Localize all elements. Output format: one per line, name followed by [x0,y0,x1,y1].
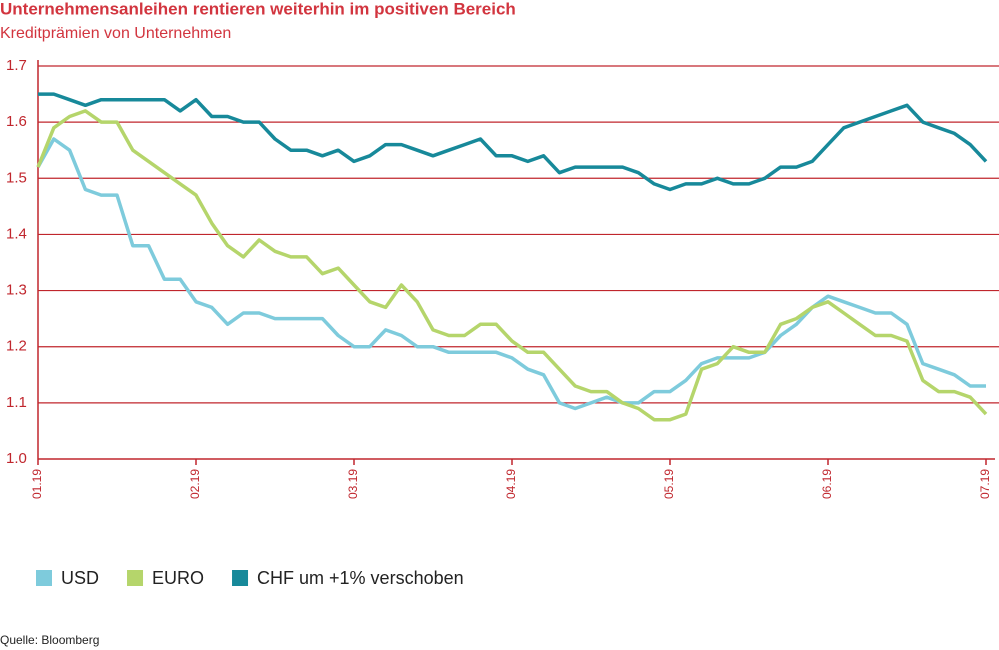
y-tick-label: 1.3 [6,282,27,299]
x-tick-label: 03.19 [346,469,360,499]
legend-swatch [36,570,52,586]
legend-label: USD [61,568,99,588]
x-tick-label: 07.19 [978,469,992,499]
y-tick-label: 1.7 [6,57,27,74]
x-tick-label: 01.19 [30,469,44,499]
legend-label: CHF um +1% verschoben [257,568,464,588]
x-tick-label: 06.19 [820,469,834,499]
legend-label: EURO [152,568,204,588]
y-tick-label: 1.5 [6,169,27,186]
y-tick-label: 1.1 [6,394,27,411]
x-tick-label: 05.19 [662,469,676,499]
chart-subtitle: Kreditprämien von Unternehmen [0,25,231,42]
line-series [36,109,988,422]
line-series [36,137,986,411]
x-tick-label: 04.19 [504,469,518,499]
y-tick-label: 1.4 [6,225,27,242]
y-tick-label: 1.0 [6,450,27,467]
legend-swatch [127,570,144,586]
source: Quelle: Bloomberg [0,633,99,647]
x-tick-label: 02.19 [188,469,202,499]
y-tick-label: 1.6 [6,113,27,130]
chart-title: Unternehmensanleihen rentieren weiterhin… [0,0,516,18]
line-series [38,92,988,192]
y-tick-label: 1.2 [6,338,27,355]
legend-swatch [232,570,249,586]
